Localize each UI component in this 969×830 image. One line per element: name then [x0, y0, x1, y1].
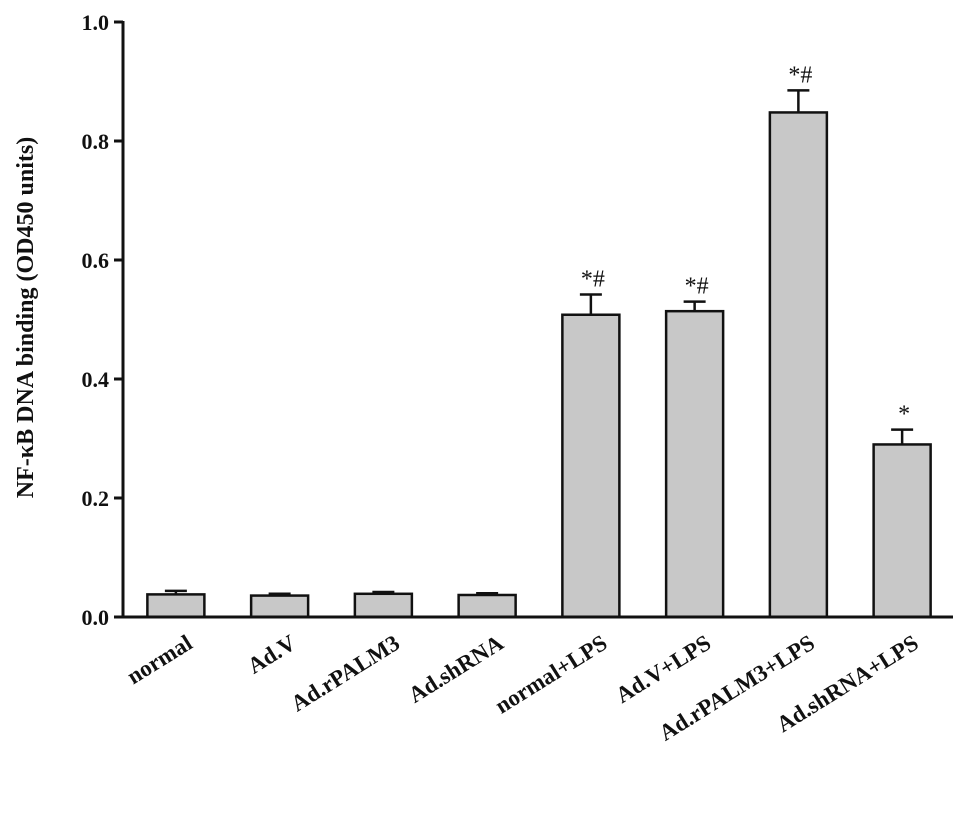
significance-label: *#	[685, 274, 709, 300]
significance-label: *#	[581, 267, 605, 293]
bar	[664, 309, 725, 619]
bars-group: *# *# *# *	[146, 62, 932, 619]
bar	[561, 313, 621, 619]
axes-group	[121, 21, 953, 619]
y-tick-label: 0.6	[82, 248, 110, 273]
bar	[353, 592, 414, 619]
y-tick-label: 0.4	[82, 367, 110, 392]
x-tick-label: Ad.rPALM3	[287, 630, 404, 716]
y-axis-label: NF-κB DNA binding (OD450 units)	[13, 137, 39, 498]
x-tick-label: normal	[123, 630, 197, 689]
y-ticks-group: 0.0 0.2 0.4 0.6 0.8 1.0	[82, 10, 123, 630]
bar	[146, 593, 206, 619]
y-tick-label: 0.0	[82, 605, 110, 630]
significance-label: *	[898, 402, 910, 428]
significance-label: *#	[788, 62, 812, 88]
x-tick-label: Ad.V	[243, 630, 300, 679]
y-tick-label: 0.8	[82, 129, 110, 154]
bar	[872, 443, 932, 619]
y-tick-label: 1.0	[82, 10, 110, 35]
bar	[768, 111, 829, 619]
bar	[457, 593, 517, 619]
bar	[249, 594, 310, 619]
y-tick-label: 0.2	[82, 486, 110, 511]
x-tick-label: normal+LPS	[491, 630, 612, 718]
